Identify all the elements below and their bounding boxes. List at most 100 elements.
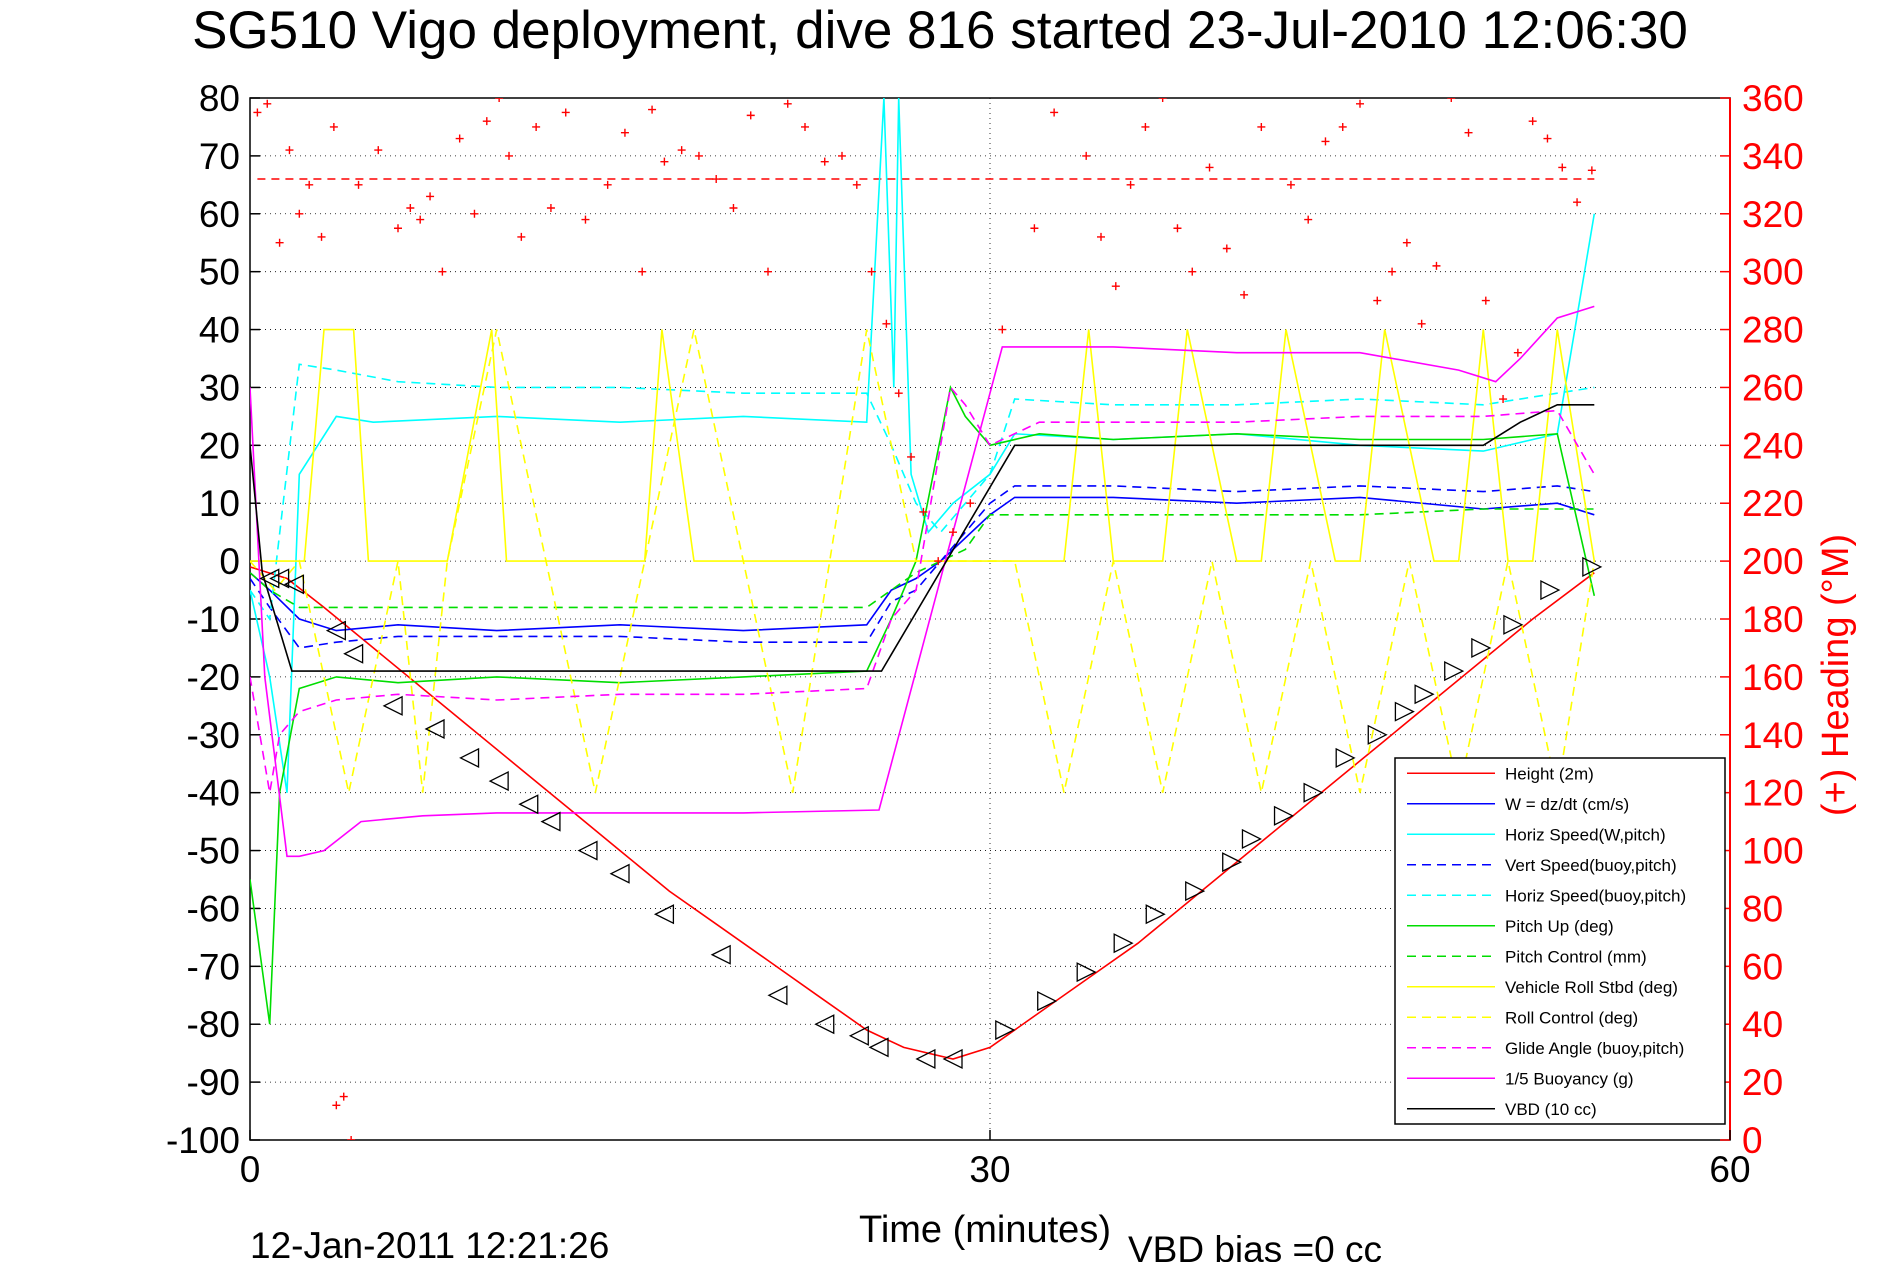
y-tick-label: -10: [187, 599, 240, 640]
heading-marker: [339, 1092, 348, 1101]
heading-marker: [532, 122, 541, 131]
heading-marker: [374, 146, 383, 155]
heading-marker: [746, 111, 755, 120]
legend-label-pitch_control: Pitch Control (mm): [1505, 947, 1647, 966]
legend-label-height: Height (2m): [1505, 764, 1594, 783]
legend-label-vbd: VBD (10 cc): [1505, 1100, 1597, 1119]
heading-marker: [783, 99, 792, 108]
heading-marker: [620, 128, 629, 137]
y-tick-label: 20: [199, 425, 240, 466]
y2-tick-label: 200: [1742, 541, 1804, 582]
heading-marker: [1141, 122, 1150, 131]
heading-marker: [561, 108, 570, 117]
profile-marker-descent: [915, 1048, 936, 1070]
legend-box: [1394, 757, 1726, 1125]
heading-marker: [1338, 122, 1347, 131]
heading-marker: [1388, 267, 1397, 276]
y2-tick-label: 240: [1742, 425, 1804, 466]
profile-marker-descent: [814, 1014, 835, 1035]
profile-marker-descent: [848, 1025, 869, 1046]
x-tick-label: 30: [969, 1149, 1010, 1190]
y2-tick-label: 80: [1742, 888, 1783, 929]
y2-tick-label: 60: [1742, 946, 1783, 987]
vbd-bias-label: VBD bias =0 cc: [1128, 1229, 1382, 1262]
profile-marker-descent: [577, 840, 598, 861]
profile-marker-ascent: [995, 1019, 1016, 1041]
heading-marker: [1573, 198, 1582, 207]
profile-marker-descent: [424, 718, 445, 740]
profile-marker-descent: [325, 620, 346, 641]
heading-marker: [1464, 128, 1473, 137]
heading-marker: [416, 215, 425, 224]
legend: Height (2m) W = dz/dt (cm/s) Horiz Speed(W…: [1394, 757, 1726, 1125]
heading-marker: [517, 232, 526, 241]
y-tick-label: 70: [199, 136, 240, 177]
y-tick-label: -30: [187, 715, 240, 756]
heading-marker: [1304, 215, 1313, 224]
series-line-buoyancy: [250, 305, 1595, 858]
heading-marker: [894, 389, 903, 398]
y-tick-label: -90: [187, 1062, 240, 1103]
series-line-w: [250, 496, 1595, 632]
heading-marker: [694, 151, 703, 160]
heading-marker: [820, 157, 829, 166]
y2-tick-label: 0: [1742, 1120, 1763, 1161]
y2-tick-label: 120: [1742, 773, 1804, 814]
heading-marker: [1513, 348, 1522, 357]
heading-marker: [1158, 98, 1167, 102]
heading-marker: [638, 267, 647, 276]
heading-marker: [495, 98, 504, 102]
heading-marker: [275, 238, 284, 247]
profile-marker-descent: [609, 863, 630, 884]
profile-marker-ascent: [1394, 701, 1415, 722]
profile-marker-descent: [710, 944, 731, 965]
profile-marker-ascent: [1037, 991, 1058, 1012]
profile-marker-descent: [653, 904, 675, 925]
profile-marker-ascent: [1113, 933, 1134, 954]
y2-tick-label: 160: [1742, 657, 1804, 698]
heading-marker: [949, 528, 957, 537]
heading-marker: [1321, 137, 1330, 146]
y2-tick-label: 280: [1742, 310, 1804, 351]
heading-marker: [394, 224, 402, 233]
y-tick-label: -40: [187, 773, 240, 814]
legend-label-pitch_up: Pitch Up (deg): [1505, 917, 1614, 936]
x-tick-label: 60: [1709, 1149, 1750, 1190]
y-tick-label: -70: [187, 946, 240, 987]
profile-marker-descent: [343, 643, 364, 664]
series-line-height: [250, 566, 1595, 1060]
timestamp-label: 12-Jan-2011 12:21:26: [250, 1225, 609, 1262]
heading-marker: [482, 117, 491, 126]
heading-marker: [1373, 296, 1382, 305]
y2-tick-label: 140: [1742, 715, 1804, 756]
y2-tick-label: 340: [1742, 136, 1804, 177]
y2-tick-label: 320: [1742, 194, 1804, 235]
series-group: [250, 98, 1603, 1140]
heading-marker: [1126, 180, 1135, 189]
series-line-glide_angle: [250, 385, 1595, 793]
heading-marker: [1447, 98, 1456, 102]
series-line-roll_control: [250, 329, 1596, 793]
y2-tick-label: 300: [1742, 252, 1804, 293]
profile-marker-ascent: [1414, 684, 1435, 705]
heading-marker: [1587, 166, 1596, 175]
profile-marker-ascent: [1503, 614, 1524, 635]
y-tick-label: 40: [199, 310, 240, 351]
profile-marker-ascent: [1076, 962, 1097, 983]
heading-marker: [603, 180, 612, 189]
heading-marker: [998, 325, 1007, 334]
heading-marker: [1222, 244, 1231, 253]
heading-marker: [546, 203, 555, 212]
heading-marker: [305, 180, 314, 189]
y-tick-label: 10: [199, 483, 240, 524]
heading-marker: [712, 175, 721, 184]
legend-label-glide_angle: Glide Angle (buoy,pitch): [1505, 1039, 1684, 1058]
profile-marker-ascent: [1273, 805, 1294, 826]
heading-marker: [1558, 163, 1567, 172]
profile-marker-ascent: [1185, 881, 1206, 902]
profile-marker-ascent: [1367, 724, 1388, 745]
y-tick-label: -50: [187, 831, 240, 872]
heading-marker: [852, 180, 861, 189]
heading-marker: [581, 215, 590, 224]
heading-marker: [1481, 296, 1490, 305]
